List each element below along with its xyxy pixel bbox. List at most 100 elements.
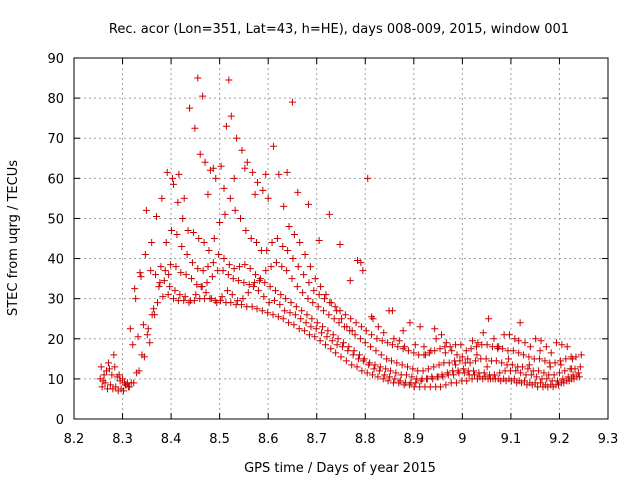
data-point: [370, 365, 378, 373]
data-point: [125, 383, 133, 391]
data-point: [202, 289, 210, 297]
data-point: [520, 351, 528, 359]
data-point: [218, 293, 226, 301]
data-point: [141, 251, 149, 259]
data-point: [535, 367, 543, 375]
data-point: [286, 309, 294, 317]
data-point: [575, 373, 583, 381]
data-point: [554, 381, 562, 389]
data-point: [483, 363, 491, 371]
data-point: [183, 251, 191, 259]
data-point: [563, 343, 571, 351]
data-point: [450, 371, 458, 379]
data-point: [166, 283, 174, 291]
data-point: [164, 291, 172, 299]
data-point: [432, 335, 440, 343]
data-point: [410, 349, 418, 357]
data-point: [453, 351, 461, 359]
data-point: [504, 355, 512, 363]
data-point: [264, 309, 272, 317]
data-point: [230, 265, 238, 273]
data-point: [207, 295, 215, 303]
data-point: [210, 235, 218, 242]
data-point: [459, 365, 467, 373]
data-point: [134, 333, 142, 341]
data-point: [553, 339, 561, 347]
data-point: [435, 361, 443, 369]
data-point: [345, 343, 353, 351]
data-point: [156, 279, 164, 287]
data-point: [176, 291, 184, 299]
data-point: [241, 261, 249, 269]
data-point: [323, 333, 331, 341]
data-point: [337, 353, 345, 361]
data-point: [205, 247, 213, 255]
data-point: [179, 214, 187, 222]
data-point: [335, 319, 343, 327]
data-point: [161, 267, 169, 275]
data-point: [262, 170, 270, 178]
data-point: [192, 291, 200, 299]
data-point: [470, 367, 478, 375]
data-point: [353, 363, 361, 371]
data-point: [268, 239, 276, 247]
data-point: [492, 357, 500, 365]
data-point: [480, 369, 488, 377]
data-point: [287, 299, 295, 307]
data-point: [153, 299, 161, 307]
data-point: [199, 92, 207, 100]
data-point: [116, 377, 124, 385]
data-point: [338, 343, 346, 351]
data-point: [180, 297, 188, 305]
x-tick-label: 8.5: [209, 432, 230, 447]
x-tick-label: 9.3: [598, 432, 619, 447]
data-point: [333, 307, 341, 315]
data-point: [250, 283, 258, 291]
data-point: [576, 363, 584, 371]
y-tick-label: 80: [47, 92, 64, 107]
data-point: [515, 349, 523, 357]
data-point: [312, 325, 320, 333]
data-point: [386, 373, 394, 381]
chart-title: Rec. acor (Lon=351, Lat=43, h=HE), days …: [109, 22, 569, 37]
data-point: [160, 277, 168, 285]
data-point: [280, 202, 288, 210]
data-point: [333, 341, 341, 349]
data-point: [270, 297, 278, 305]
data-point: [216, 218, 224, 226]
data-point: [204, 190, 212, 198]
y-tick-label: 90: [47, 52, 64, 67]
data-series: [194, 74, 576, 373]
data-point: [253, 305, 261, 313]
data-point: [316, 337, 324, 345]
data-point: [246, 265, 254, 273]
data-point: [332, 349, 340, 357]
data-point: [200, 239, 208, 247]
data-point: [558, 341, 566, 349]
data-point: [536, 355, 544, 363]
data-point: [158, 194, 166, 202]
data-point: [258, 307, 266, 315]
data-series: [96, 291, 581, 393]
data-point: [271, 287, 279, 295]
data-point: [142, 206, 150, 214]
data-point: [110, 351, 118, 359]
data-point: [372, 347, 380, 355]
data-point: [135, 367, 143, 375]
data-point: [172, 263, 180, 271]
data-point: [355, 351, 363, 359]
data-point: [526, 343, 534, 351]
data-point: [577, 351, 585, 359]
data-point: [209, 164, 217, 172]
data-point: [547, 349, 555, 357]
data-point: [416, 323, 424, 331]
data-point: [348, 361, 356, 369]
data-point: [494, 345, 502, 353]
data-point: [131, 285, 139, 293]
data-point: [221, 210, 229, 218]
data-series: [165, 104, 577, 363]
data-point: [516, 319, 524, 327]
data-point: [437, 331, 445, 339]
data-point: [392, 369, 400, 377]
data-point: [464, 355, 472, 363]
